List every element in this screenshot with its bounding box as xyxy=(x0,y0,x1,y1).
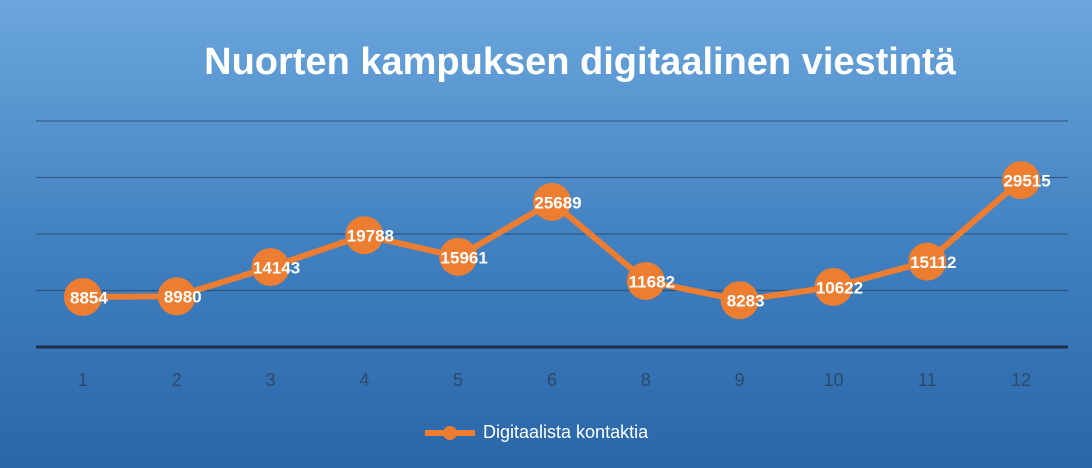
data-label: 14143 xyxy=(253,259,300,278)
x-tick-label: 12 xyxy=(1011,370,1031,390)
x-tick-label: 11 xyxy=(918,370,937,390)
x-tick-label: 4 xyxy=(359,370,369,390)
marker xyxy=(720,281,759,320)
x-tick-label: 8 xyxy=(641,370,651,390)
legend-marker xyxy=(443,426,457,440)
x-tick-label: 5 xyxy=(453,370,463,390)
marker xyxy=(63,277,102,316)
x-tick-label: 1 xyxy=(78,370,88,390)
marker xyxy=(814,267,853,306)
data-label: 8283 xyxy=(727,292,765,311)
data-label: 25689 xyxy=(534,193,581,212)
marker xyxy=(439,237,478,276)
data-label: 8854 xyxy=(70,288,108,307)
x-tick-label: 3 xyxy=(266,370,276,390)
marker xyxy=(908,242,947,281)
marker xyxy=(251,248,290,287)
chart-title: Nuorten kampuksen digitaalinen viestintä xyxy=(204,41,957,83)
marker xyxy=(626,261,665,300)
marker xyxy=(345,216,384,255)
data-label: 11682 xyxy=(629,272,675,291)
data-label: 15961 xyxy=(441,248,488,267)
legend-label: Digitaalista kontaktia xyxy=(483,422,649,442)
x-tick-label: 10 xyxy=(823,370,843,390)
marker xyxy=(533,182,571,221)
data-label: 8980 xyxy=(164,288,202,307)
x-tick-label: 6 xyxy=(547,370,557,390)
x-tick-label: 2 xyxy=(172,370,182,390)
x-tick-label: 9 xyxy=(735,370,745,390)
data-label: 19788 xyxy=(347,227,394,246)
data-label: 10622 xyxy=(816,278,863,297)
data-label: 15112 xyxy=(910,253,956,272)
marker xyxy=(157,277,196,316)
data-label: 29515 xyxy=(1003,172,1050,191)
marker xyxy=(1002,161,1041,200)
